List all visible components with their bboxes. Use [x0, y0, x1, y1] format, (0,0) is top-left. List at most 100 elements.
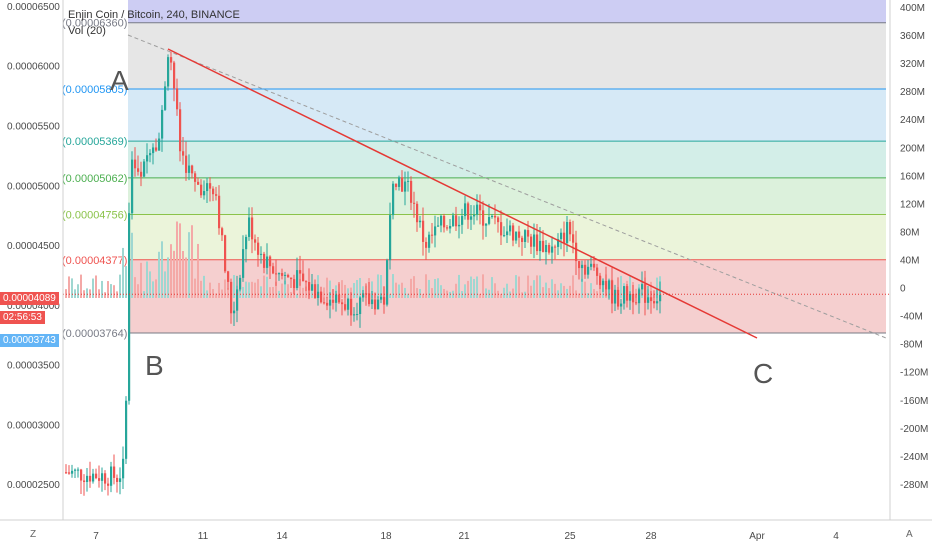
candle-body — [179, 109, 182, 152]
candle-body — [149, 153, 152, 156]
candle-body — [188, 165, 191, 173]
candle-body — [377, 299, 380, 310]
candle-body — [218, 195, 221, 229]
candle-body — [542, 240, 545, 253]
candle-body — [65, 472, 68, 474]
candle-body — [635, 302, 638, 304]
volume-bar — [539, 275, 541, 298]
candle-body — [86, 475, 89, 482]
candle-body — [170, 57, 173, 63]
volume-bar — [449, 291, 451, 298]
volume-bar — [266, 276, 268, 298]
volume-bar — [377, 274, 379, 298]
volume-tick-label: 280M — [900, 87, 925, 98]
volume-tick-label: -80M — [900, 340, 923, 351]
time-tick-label: Apr — [749, 531, 765, 542]
volume-bar — [80, 274, 82, 298]
candle-body — [566, 222, 569, 244]
volume-bar — [533, 280, 535, 298]
price-tick-label: 0.00003000 — [7, 420, 60, 431]
volume-bar — [413, 276, 415, 298]
candle-body — [347, 298, 350, 310]
volume-bar — [104, 292, 106, 298]
volume-bar — [524, 291, 526, 298]
volume-bar — [287, 284, 289, 298]
candle-body — [572, 234, 575, 243]
volume-bar — [629, 275, 631, 298]
candle-body — [239, 277, 242, 290]
candle-body — [599, 275, 602, 286]
candle-body — [308, 282, 311, 291]
candle-body — [137, 168, 140, 172]
candle-body — [521, 237, 524, 242]
volume-bar — [161, 241, 163, 298]
candle-body — [425, 241, 428, 248]
volume-bar — [284, 280, 286, 298]
volume-bar — [485, 288, 487, 298]
point-label-a: A — [110, 65, 129, 96]
volume-tick-label: -280M — [900, 480, 928, 491]
volume-bar — [71, 278, 73, 298]
volume-bar — [179, 223, 181, 298]
candle-body — [386, 260, 389, 305]
price-tick-label: 0.00006500 — [7, 2, 60, 13]
candle-body — [407, 180, 410, 182]
volume-bar — [491, 277, 493, 298]
volume-bar — [425, 274, 427, 298]
time-tick-label: 11 — [198, 531, 209, 542]
candle-body — [251, 217, 254, 240]
auto-scale-icon[interactable]: A — [906, 529, 913, 540]
candle-body — [581, 264, 584, 269]
candle-body — [659, 294, 662, 302]
candle-body — [110, 466, 113, 486]
candle-body — [398, 177, 401, 187]
volume-bar — [251, 281, 253, 298]
volume-bar — [512, 288, 514, 298]
candle-body — [272, 266, 275, 274]
candle-body — [428, 234, 431, 248]
volume-tick-label: 360M — [900, 31, 925, 42]
candle-body — [515, 231, 518, 241]
fib-zone — [128, 177, 886, 215]
candle-body — [284, 274, 287, 276]
candle-body — [197, 181, 200, 185]
candle-body — [320, 291, 323, 303]
fib-level-label: (0.00005062) — [62, 173, 127, 185]
candle-body — [68, 472, 71, 474]
volume-bar — [164, 271, 166, 298]
candle-body — [395, 183, 398, 187]
candle-body — [512, 225, 515, 241]
volume-bar — [422, 293, 424, 298]
volume-bar — [290, 292, 292, 298]
candle-body — [107, 483, 110, 486]
candle-body — [182, 151, 185, 156]
right-axis-panel — [890, 0, 932, 520]
candle-body — [119, 478, 122, 482]
volume-bar — [176, 221, 178, 298]
volume-bar — [587, 293, 589, 298]
candle-body — [482, 210, 485, 226]
candle-body — [326, 302, 329, 306]
left-axis-panel — [0, 0, 63, 520]
volume-bar — [479, 293, 481, 298]
volume-bar — [353, 283, 355, 298]
volume-bar — [272, 286, 274, 298]
candle-body — [422, 220, 425, 242]
candle-body — [473, 214, 476, 217]
candle-body — [500, 222, 503, 236]
volume-bar — [209, 282, 211, 298]
volume-bar — [500, 293, 502, 298]
volume-bar — [515, 275, 517, 298]
candle-body — [416, 203, 419, 223]
candle-body — [74, 469, 77, 471]
candle-body — [83, 480, 86, 482]
candle-body — [254, 239, 257, 243]
fib-level-label: (0.00006360) — [62, 18, 127, 30]
volume-bar — [257, 279, 259, 298]
candle-body — [626, 286, 629, 301]
candle-body — [437, 225, 440, 227]
price-tick-label: 0.00003500 — [7, 361, 60, 372]
candle-body — [647, 297, 650, 303]
timezone-icon[interactable]: Z — [30, 529, 37, 540]
